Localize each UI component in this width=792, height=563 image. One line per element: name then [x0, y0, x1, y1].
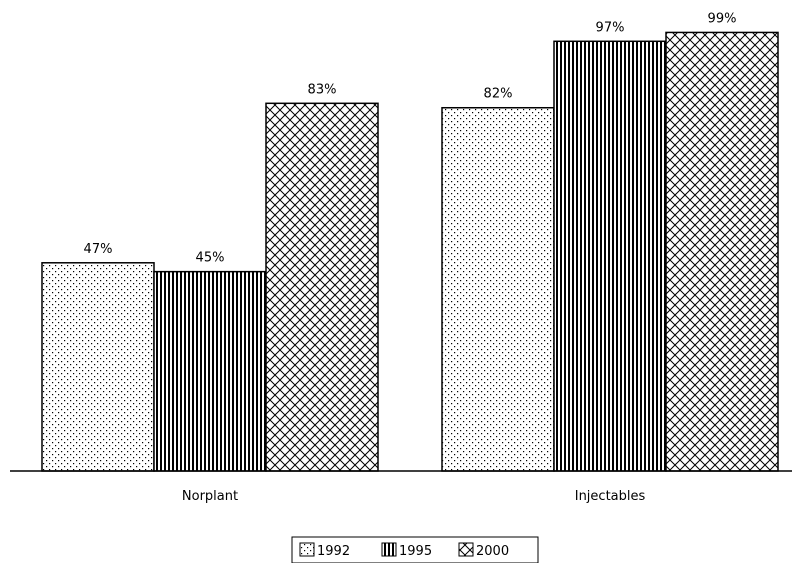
category-label-injectables: Injectables — [575, 489, 646, 504]
bar-norplant-2000 — [265, 102, 379, 472]
bars-layer — [41, 31, 779, 472]
legend-label-2000: 2000 — [476, 544, 509, 559]
legend-box — [291, 536, 539, 563]
legend-swatch-2000 — [458, 542, 474, 557]
value-label-norplant-1992: 47% — [84, 242, 113, 257]
value-label-injectables-2000: 99% — [708, 11, 737, 26]
legend-swatch-1992 — [299, 542, 315, 557]
bar-injectables-1992 — [441, 106, 555, 472]
value-label-norplant-1995: 45% — [196, 251, 225, 266]
value-label-injectables-1995: 97% — [596, 20, 625, 35]
bar-injectables-1995 — [553, 40, 667, 472]
legend-swatch-1995 — [381, 542, 397, 557]
category-labels: Norplant Injectables — [182, 489, 646, 504]
legend-label-1995: 1995 — [399, 544, 432, 559]
category-label-norplant: Norplant — [182, 489, 238, 504]
value-label-norplant-2000: 83% — [308, 82, 337, 97]
value-label-injectables-1992: 82% — [484, 87, 513, 102]
legend-label-1992: 1992 — [317, 544, 350, 559]
bar-norplant-1995 — [153, 270, 267, 472]
bar-injectables-2000 — [665, 31, 779, 472]
bar-norplant-1992 — [41, 262, 155, 472]
legend: 1992 1995 2000 — [291, 536, 539, 563]
value-labels-layer: 47% 45% 83% 82% 97% 99% — [84, 11, 737, 265]
